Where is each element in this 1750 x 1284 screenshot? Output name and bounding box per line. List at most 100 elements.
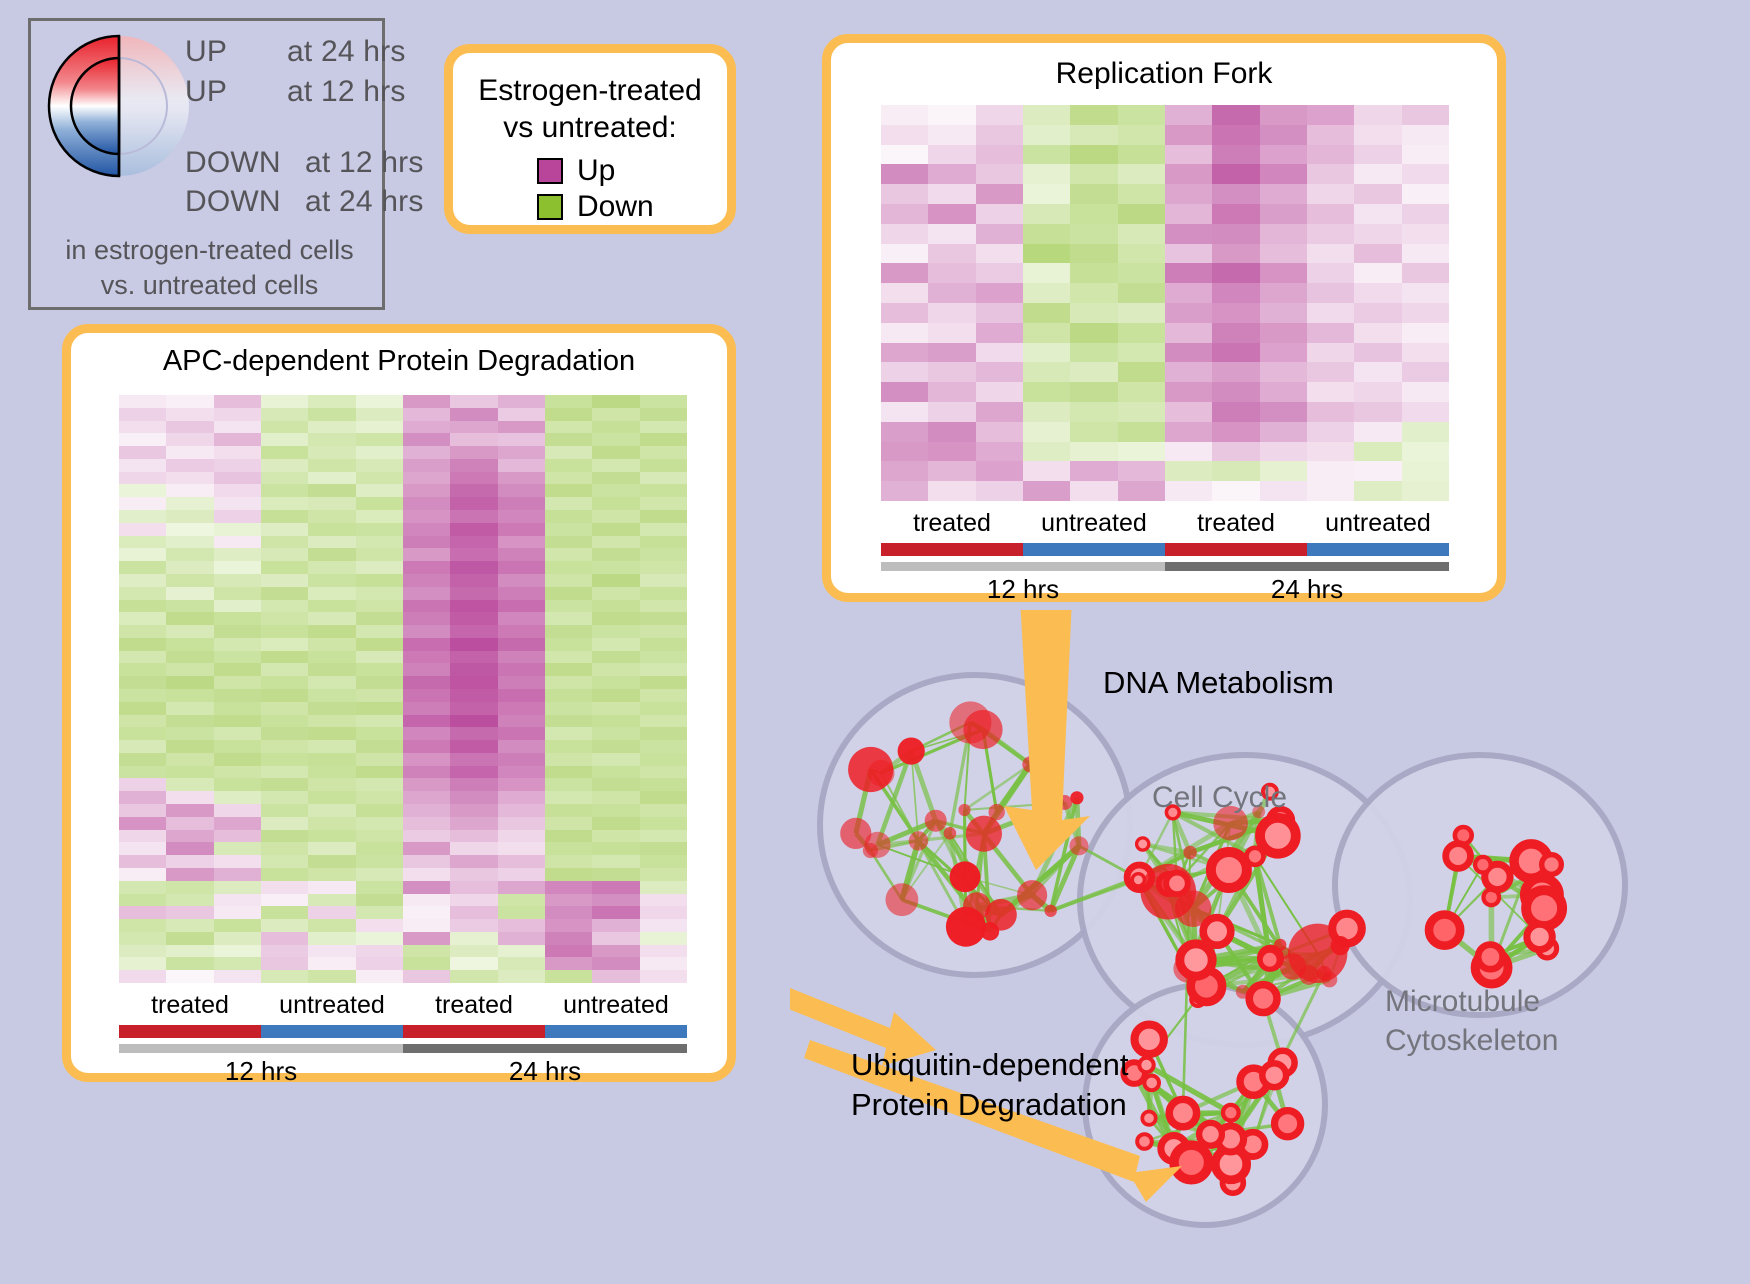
- heatmap-cell: [214, 523, 261, 536]
- network-node: [1057, 795, 1072, 810]
- heatmap-cell: [592, 548, 639, 561]
- heatmap-cell: [592, 868, 639, 881]
- heatmap-cell: [592, 766, 639, 779]
- heatmap-cell: [356, 433, 403, 446]
- heatmap-cell: [214, 612, 261, 625]
- heatmap-cell: [640, 753, 687, 766]
- heatmap-cell: [592, 408, 639, 421]
- heatmap-cell: [214, 957, 261, 970]
- heatmap-cell: [119, 868, 166, 881]
- heatmap-cell: [1307, 362, 1354, 382]
- legend-row-up: Up: [537, 154, 727, 188]
- heatmap-cell: [308, 676, 355, 689]
- heatmap-cell: [450, 830, 497, 843]
- heatmap-cell: [1023, 145, 1070, 165]
- heatmap-cell: [166, 663, 213, 676]
- heatmap-cell: [119, 510, 166, 523]
- heatmap-cell: [119, 919, 166, 932]
- heatmap-cell: [1212, 461, 1259, 481]
- heatmap-cell: [214, 484, 261, 497]
- group-label: treated: [1165, 509, 1307, 538]
- heatmap-cell: [1307, 283, 1354, 303]
- heatmap-cell: [1260, 461, 1307, 481]
- heatmap-cell: [1118, 442, 1165, 462]
- heatmap-cell: [166, 561, 213, 574]
- heatmap-cell: [1260, 442, 1307, 462]
- heatmap-cell: [119, 433, 166, 446]
- heatmap-cell: [356, 945, 403, 958]
- heatmap-cell: [356, 868, 403, 881]
- heatmap-cell: [976, 442, 1023, 462]
- heatmap-cell: [1070, 224, 1117, 244]
- heatmap-cell: [1212, 422, 1259, 442]
- heatmap-cell: [166, 727, 213, 740]
- heatmap-cell: [592, 638, 639, 651]
- heatmap-cell: [450, 702, 497, 715]
- heatmap-cell: [592, 536, 639, 549]
- heatmap-cell: [976, 343, 1023, 363]
- heatmap-cell: [403, 421, 450, 434]
- heatmap-cell: [450, 894, 497, 907]
- heatmap-cell: [261, 689, 308, 702]
- heatmap-cell: [592, 919, 639, 932]
- heatmap-cell: [308, 740, 355, 753]
- heatmap-cell: [119, 970, 166, 983]
- heatmap-cell: [545, 855, 592, 868]
- network-node: [868, 760, 895, 787]
- heatmap-cell: [592, 484, 639, 497]
- heatmap-cell: [356, 689, 403, 702]
- heatmap-cell: [1165, 303, 1212, 323]
- heatmap-cell: [498, 830, 545, 843]
- heatmap-cell: [640, 523, 687, 536]
- heatmap-cell: [261, 421, 308, 434]
- heatmap-cell: [881, 184, 928, 204]
- heatmap-cell: [1260, 184, 1307, 204]
- heatmap-cell: [928, 204, 975, 224]
- heatmap-cell: [119, 548, 166, 561]
- heatmap-cell: [261, 408, 308, 421]
- heatmap-cell: [1212, 402, 1259, 422]
- heatmap-cell: [261, 536, 308, 549]
- network-node: [1022, 756, 1038, 772]
- heatmap-cell: [356, 625, 403, 638]
- time-color-bar: [119, 1044, 403, 1053]
- heatmap-cell: [640, 842, 687, 855]
- heatmap-cell: [1070, 184, 1117, 204]
- heatmap-cell: [450, 945, 497, 958]
- heatmap-cell: [356, 778, 403, 791]
- pathway-network-graph: [790, 610, 1750, 1279]
- heatmap-cell: [166, 587, 213, 600]
- heatmap-cell: [119, 715, 166, 728]
- heatmap-cell: [356, 817, 403, 830]
- heatmap-cell: [976, 164, 1023, 184]
- heatmap-cell: [166, 894, 213, 907]
- heatmap-cell: [545, 804, 592, 817]
- heatmap-cell: [1165, 382, 1212, 402]
- heatmap-cell: [881, 244, 928, 264]
- heatmap-cell: [640, 663, 687, 676]
- heatmap-cell: [1070, 303, 1117, 323]
- heatmap-cell: [166, 702, 213, 715]
- heatmap-cell: [592, 753, 639, 766]
- heatmap-cell: [403, 497, 450, 510]
- heatmap-cell: [214, 459, 261, 472]
- heatmap-cell: [498, 497, 545, 510]
- heatmap-cell: [640, 919, 687, 932]
- heatmap-cell: [1023, 323, 1070, 343]
- heatmap-cell: [640, 804, 687, 817]
- heatmap-cell: [166, 408, 213, 421]
- heatmap-cell: [261, 894, 308, 907]
- heatmap-cell: [498, 625, 545, 638]
- heatmap-cell: [119, 766, 166, 779]
- heatmap-cell: [1307, 323, 1354, 343]
- network-node: [1180, 944, 1212, 976]
- heatmap-cell: [356, 523, 403, 536]
- heatmap-cell: [450, 395, 497, 408]
- heatmap-cell: [1070, 442, 1117, 462]
- heatmap-cell: [1402, 263, 1449, 283]
- heatmap-cell: [450, 753, 497, 766]
- heatmap-cell: [545, 472, 592, 485]
- heatmap-cell: [1212, 323, 1259, 343]
